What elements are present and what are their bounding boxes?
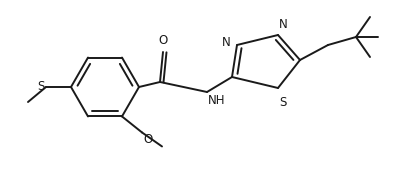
Text: N: N [279,18,288,31]
Text: O: O [158,34,168,47]
Text: N: N [222,37,231,49]
Text: NH: NH [208,94,225,107]
Text: S: S [279,96,286,109]
Text: S: S [37,81,45,94]
Text: O: O [143,133,152,146]
